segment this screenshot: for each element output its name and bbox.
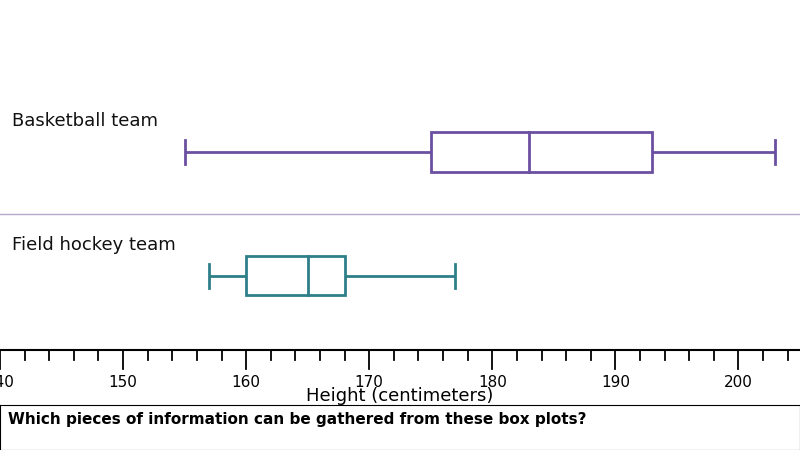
Text: 200: 200: [724, 375, 753, 390]
Text: Basketball team: Basketball team: [12, 112, 158, 130]
Text: 180: 180: [478, 375, 506, 390]
Text: Which pieces of information can be gathered from these box plots?: Which pieces of information can be gathe…: [8, 412, 586, 427]
Text: 170: 170: [354, 375, 384, 390]
Text: 190: 190: [601, 375, 630, 390]
Text: 140: 140: [0, 375, 14, 390]
Text: 150: 150: [109, 375, 138, 390]
Text: Height (centimeters): Height (centimeters): [306, 387, 494, 405]
Text: Field hockey team: Field hockey team: [12, 236, 176, 254]
Bar: [430, 132, 652, 172]
Bar: [246, 256, 345, 296]
Text: 160: 160: [232, 375, 261, 390]
